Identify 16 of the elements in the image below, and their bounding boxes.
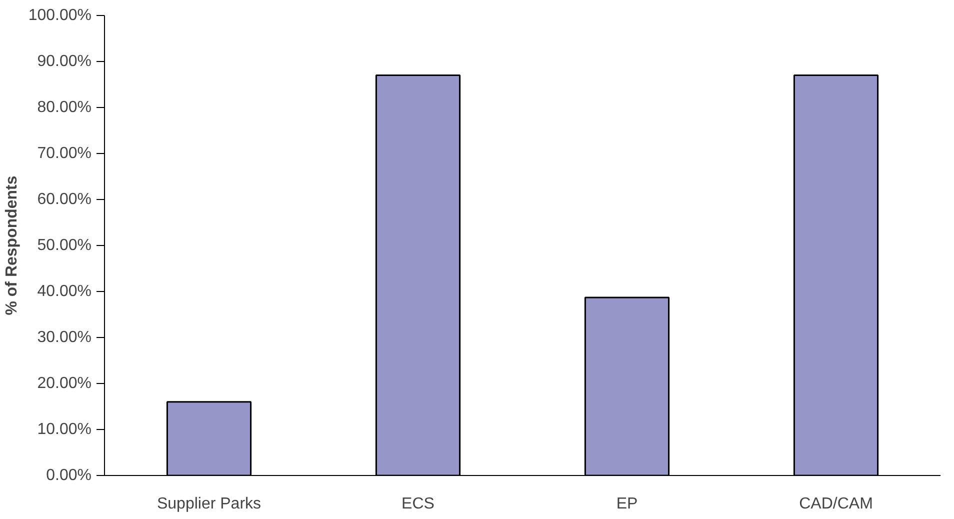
y-tick-label: 40.00% bbox=[37, 283, 92, 300]
y-tick-label: 50.00% bbox=[37, 237, 92, 254]
y-tick-label: 90.00% bbox=[37, 53, 92, 70]
y-tick-label: 30.00% bbox=[37, 329, 92, 346]
y-axis-title: % of Respondents bbox=[3, 176, 20, 316]
x-tick-label: Supplier Parks bbox=[156, 496, 262, 512]
y-tick-label: 60.00% bbox=[37, 191, 92, 208]
y-tick-label: 0.00% bbox=[46, 467, 92, 484]
y-tick-label: 70.00% bbox=[37, 145, 92, 162]
x-tick-label: CAD/CAM bbox=[799, 496, 873, 512]
y-tick-label: 10.00% bbox=[37, 421, 92, 438]
y-tick-label: 20.00% bbox=[37, 375, 92, 392]
y-tick-label: 80.00% bbox=[37, 99, 92, 116]
y-tick-label: 100.00% bbox=[28, 7, 92, 24]
x-tick-label: EP bbox=[616, 496, 638, 512]
x-tick-label: ECS bbox=[402, 496, 434, 512]
